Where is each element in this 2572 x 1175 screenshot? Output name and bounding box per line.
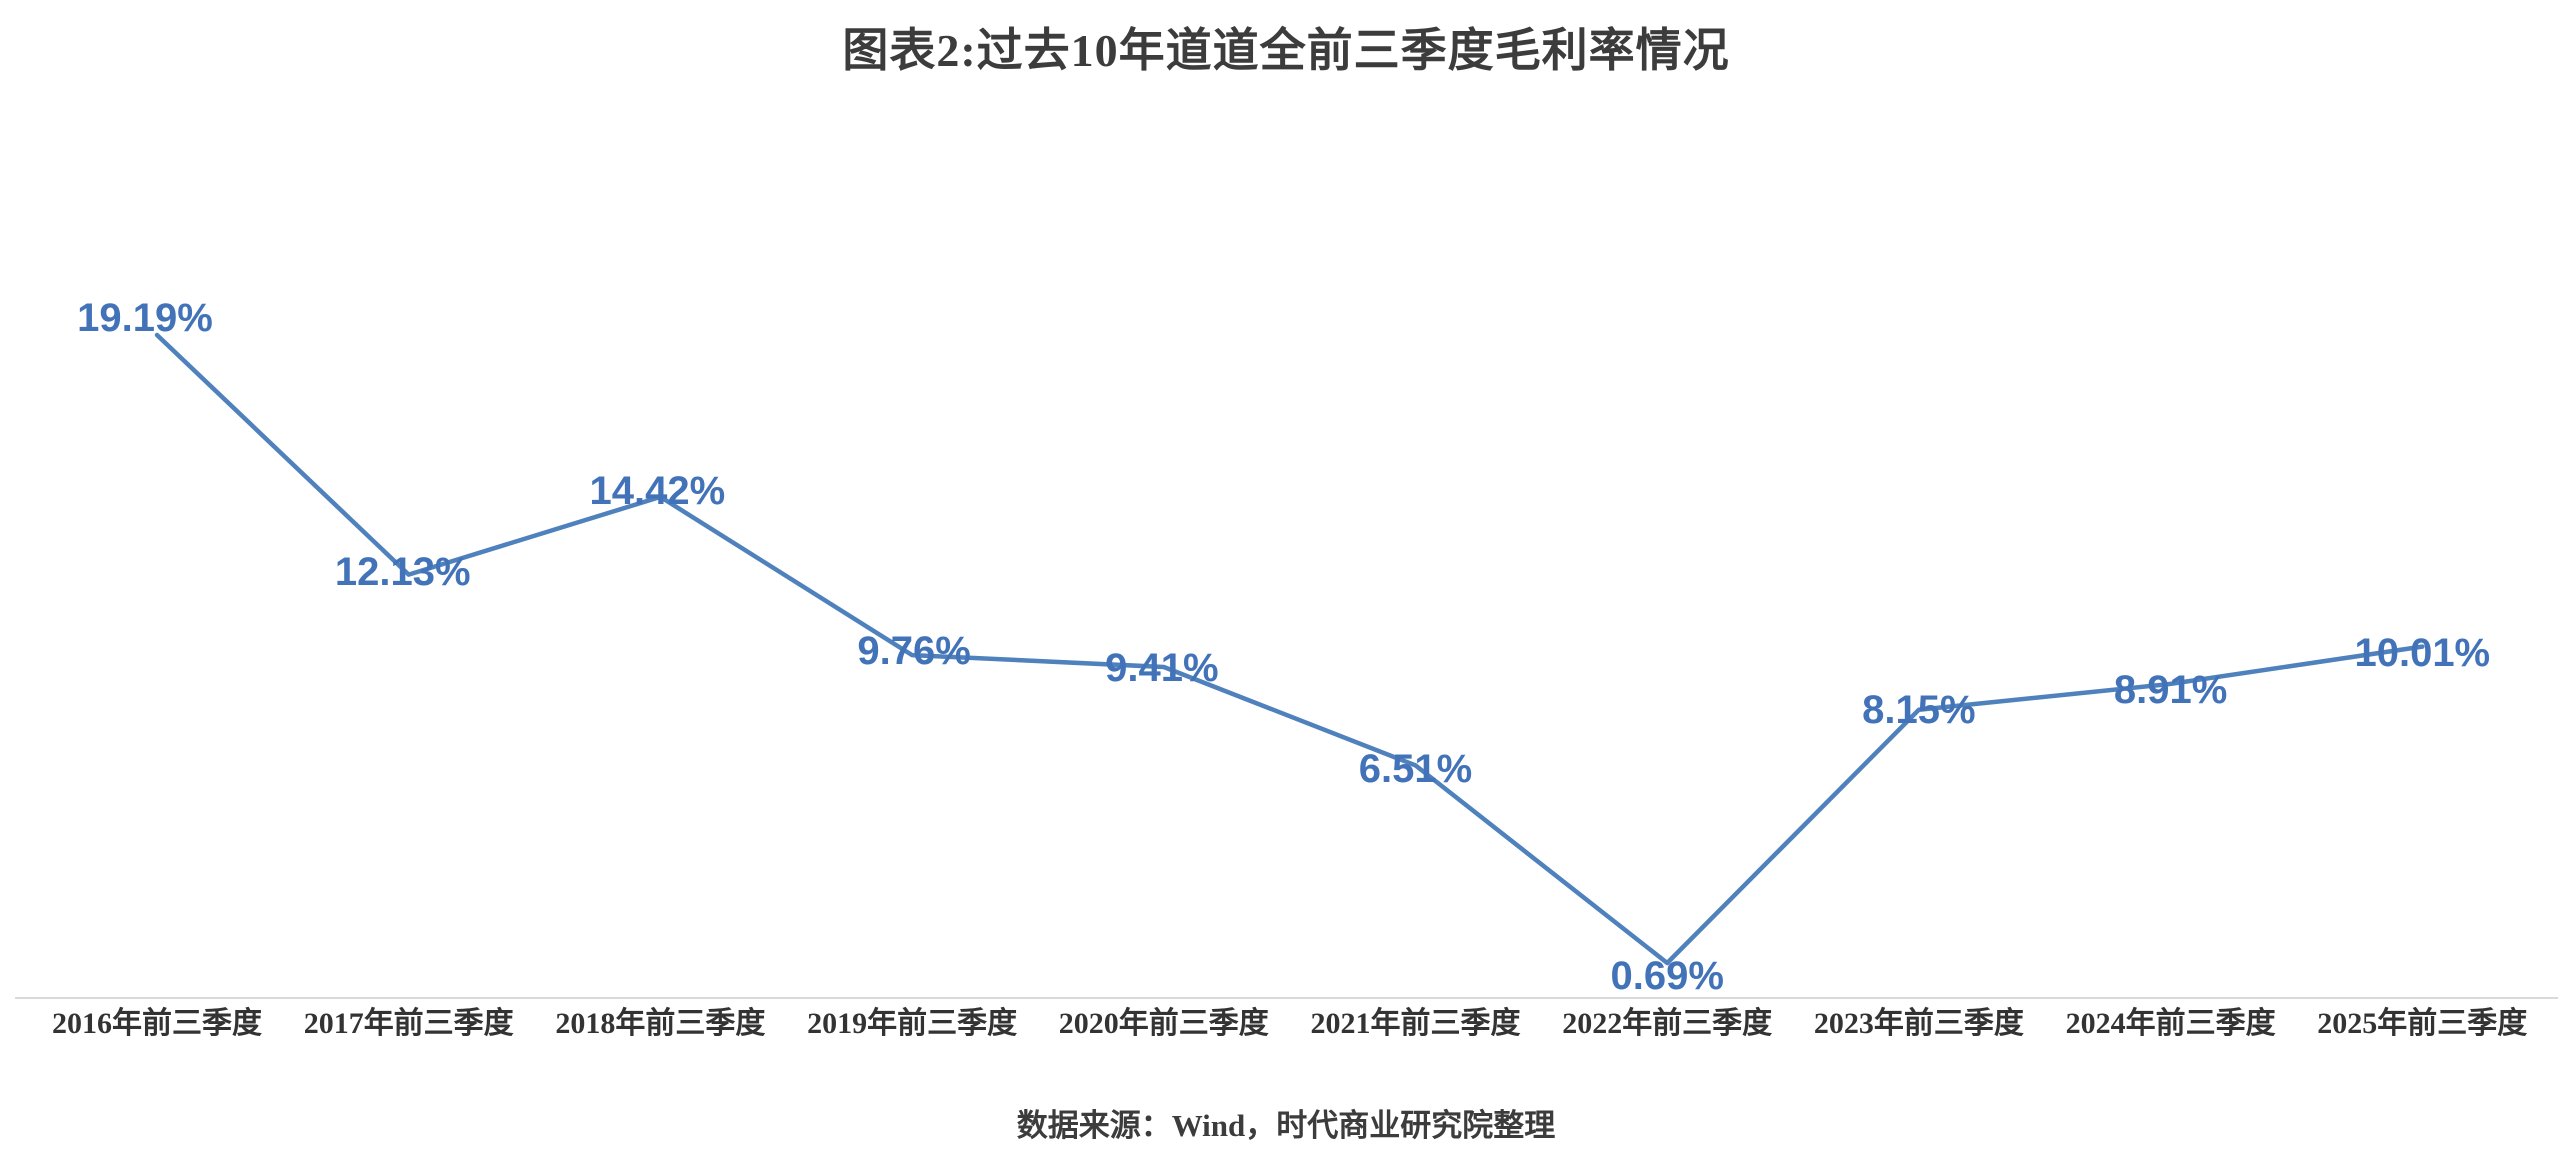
data-label: 9.41% [1105,645,1219,690]
chart-title: 图表2:过去10年道道全前三季度毛利率情况 [842,25,1730,76]
x-axis-label: 2016年前三季度 [52,1007,262,1040]
source-note: 数据来源：Wind，时代商业研究院整理 [1016,1108,1556,1143]
data-label: 0.69% [1610,953,1724,998]
data-label: 8.91% [2113,667,2228,712]
series-line [154,332,2425,966]
x-axis-label: 2023年前三季度 [1813,1007,2024,1040]
data-label: 6.51% [1358,747,1473,792]
data-label: 8.15% [1862,687,1976,732]
x-axis-label: 2021年前三季度 [1310,1007,1521,1040]
x-axis-label: 2025年前三季度 [2317,1007,2528,1040]
x-axis-label: 2019年前三季度 [807,1007,1018,1040]
data-label: 14.42% [589,468,726,513]
x-axis-label: 2017年前三季度 [303,1007,514,1040]
data-label: 10.01% [2354,630,2491,675]
x-axis-label: 2024年前三季度 [2065,1007,2276,1040]
data-label: 9.76% [857,629,971,674]
data-label: 12.13% [334,549,471,594]
x-axis-label: 2022年前三季度 [1562,1007,1773,1040]
x-axis-label: 2018年前三季度 [555,1007,766,1040]
data-label: 19.19% [77,295,213,340]
x-axis-label: 2020年前三季度 [1058,1007,1269,1040]
